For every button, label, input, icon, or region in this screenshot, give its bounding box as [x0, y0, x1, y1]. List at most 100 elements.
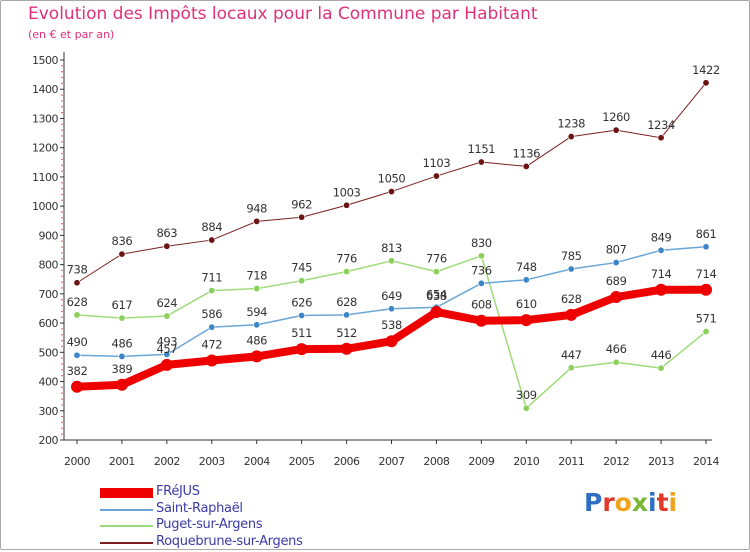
y-minor-tick	[61, 123, 63, 126]
data-label-frejus: 472	[201, 337, 222, 351]
y-minor-tick	[61, 170, 63, 172]
legend-swatch	[100, 488, 153, 498]
data-point-puget-sur-argens	[477, 252, 485, 260]
y-minor-tick	[61, 152, 63, 155]
y-minor-tick	[61, 222, 63, 225]
y-minor-tick	[61, 339, 63, 342]
x-tick-label: 2002	[154, 455, 180, 468]
x-tick-label: 2011	[558, 455, 584, 468]
data-point-frejus	[430, 305, 443, 318]
y-minor-tick	[61, 240, 63, 242]
data-point-frejus	[205, 354, 218, 367]
y-minor-tick	[61, 415, 63, 418]
y-minor-tick	[61, 310, 63, 313]
data-label-saint-raphael: 594	[246, 305, 267, 319]
data-point-roquebrune-sur-argens	[612, 126, 620, 134]
data-point-saint-raphael	[702, 243, 710, 251]
y-minor-tick	[61, 421, 63, 424]
x-tick-label: 2001	[109, 455, 135, 468]
data-label-frejus: 628	[561, 292, 582, 306]
y-minor-tick	[61, 363, 63, 365]
data-label-frejus: 714	[651, 267, 672, 281]
data-label-saint-raphael: 486	[112, 336, 133, 350]
legend-label: Saint-Raphaël	[156, 500, 243, 516]
y-minor-tick	[61, 158, 63, 161]
data-point-frejus	[385, 335, 398, 348]
y-minor-tick	[61, 76, 63, 79]
y-minor-tick	[61, 94, 63, 96]
data-label-frejus: 511	[291, 326, 312, 340]
y-minor-tick	[61, 246, 63, 248]
y-tick-label: 600	[39, 317, 59, 330]
data-point-frejus	[700, 283, 712, 296]
data-label-roquebrune-sur-argens: 962	[291, 197, 312, 211]
y-minor-tick	[61, 187, 63, 190]
y-minor-tick	[61, 70, 63, 73]
data-point-roquebrune-sur-argens	[702, 79, 710, 87]
y-minor-tick	[61, 433, 63, 435]
legend-swatch	[100, 525, 153, 527]
y-minor-tick	[61, 298, 63, 301]
data-label-puget-sur-argens: 628	[67, 295, 88, 309]
data-label-frejus: 638	[426, 289, 447, 303]
legend-swatch	[100, 541, 153, 544]
y-minor-tick	[61, 398, 63, 400]
y-minor-tick	[61, 106, 63, 108]
data-point-puget-sur-argens	[657, 364, 665, 372]
data-point-roquebrune-sur-argens	[387, 188, 395, 196]
legend-label: Roquebrune-sur-Argens	[156, 533, 303, 549]
y-tick-label: 700	[39, 288, 59, 301]
y-tick-label: 200	[39, 434, 59, 447]
data-label-frejus: 714	[696, 267, 717, 281]
data-point-puget-sur-argens	[163, 312, 171, 320]
y-tick-label: 1100	[32, 171, 58, 184]
data-label-frejus: 389	[112, 362, 133, 376]
data-point-roquebrune-sur-argens	[657, 134, 665, 142]
data-point-frejus	[160, 358, 173, 371]
data-point-frejus	[565, 308, 578, 321]
y-minor-tick	[61, 182, 63, 184]
data-point-puget-sur-argens	[118, 314, 126, 322]
data-point-frejus	[520, 314, 533, 327]
chart-title: Evolution des Impôts locaux pour la Comm…	[28, 4, 538, 24]
data-label-saint-raphael: 861	[696, 227, 717, 241]
data-label-puget-sur-argens: 309	[516, 388, 537, 402]
legend-label: Puget-sur-Argens	[156, 517, 263, 532]
y-minor-tick	[61, 404, 63, 406]
data-label-frejus: 610	[516, 297, 537, 311]
y-minor-tick	[61, 82, 63, 85]
y-minor-tick	[61, 369, 63, 371]
data-label-roquebrune-sur-argens: 836	[112, 234, 133, 248]
data-point-puget-sur-argens	[432, 268, 440, 276]
y-minor-tick	[61, 427, 63, 430]
y-minor-tick	[61, 164, 63, 166]
y-minor-tick	[61, 316, 63, 318]
data-label-roquebrune-sur-argens: 1260	[602, 110, 630, 124]
data-label-roquebrune-sur-argens: 1050	[378, 172, 406, 186]
y-tick-label: 500	[39, 346, 59, 359]
y-tick-label: 800	[39, 259, 59, 272]
x-tick-label: 2005	[289, 455, 315, 468]
data-point-roquebrune-sur-argens	[73, 279, 81, 287]
y-tick-label: 400	[39, 376, 59, 389]
data-point-frejus	[610, 291, 623, 304]
data-point-roquebrune-sur-argens	[477, 158, 485, 166]
y-minor-tick	[61, 357, 63, 359]
data-point-puget-sur-argens	[387, 257, 395, 265]
data-label-frejus: 382	[67, 364, 88, 378]
y-tick-label: 1200	[32, 142, 58, 155]
data-point-puget-sur-argens	[522, 404, 530, 412]
data-point-frejus	[340, 342, 353, 355]
data-point-puget-sur-argens	[73, 311, 81, 319]
y-minor-tick	[61, 199, 63, 202]
data-label-puget-sur-argens: 813	[381, 241, 402, 255]
data-label-frejus: 538	[381, 318, 402, 332]
data-label-saint-raphael: 586	[201, 307, 222, 321]
data-label-roquebrune-sur-argens: 1422	[692, 63, 720, 77]
data-point-roquebrune-sur-argens	[208, 236, 216, 244]
y-minor-tick	[61, 386, 63, 389]
x-tick-label: 2010	[513, 455, 539, 468]
data-point-puget-sur-argens	[253, 285, 261, 293]
data-point-saint-raphael	[387, 305, 395, 313]
data-point-roquebrune-sur-argens	[163, 242, 171, 250]
